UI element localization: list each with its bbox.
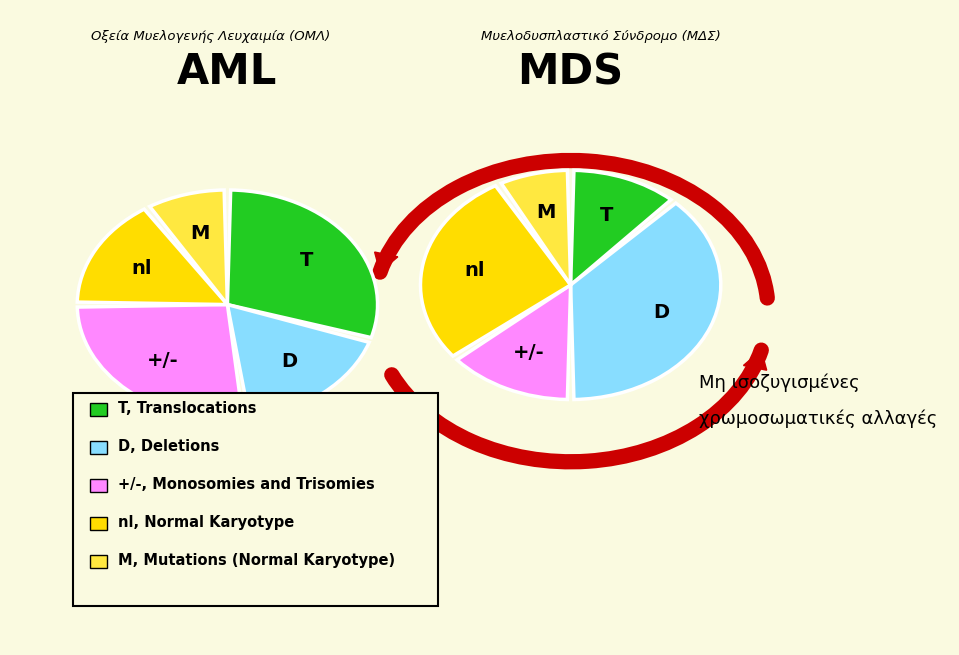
FancyBboxPatch shape [73, 393, 437, 606]
Wedge shape [150, 190, 227, 305]
Text: Οξεία Μυελογενής Λευχαιμία (ΟΜΛ): Οξεία Μυελογενής Λευχαιμία (ΟΜΛ) [90, 29, 330, 43]
Wedge shape [78, 305, 243, 419]
Wedge shape [227, 190, 378, 337]
Text: nl: nl [131, 259, 152, 278]
Wedge shape [227, 305, 369, 418]
Text: +/-: +/- [513, 343, 545, 362]
Bar [90, 555, 107, 568]
Wedge shape [571, 203, 721, 400]
Text: M: M [537, 203, 556, 222]
Wedge shape [457, 285, 571, 400]
Text: T: T [299, 252, 313, 271]
Text: +/-, Monosomies and Trisomies: +/-, Monosomies and Trisomies [118, 477, 375, 492]
Polygon shape [743, 350, 766, 370]
Wedge shape [420, 186, 571, 356]
Text: M, Mutations (Normal Karyotype): M, Mutations (Normal Karyotype) [118, 553, 395, 568]
Wedge shape [78, 209, 227, 305]
Text: +/-: +/- [147, 351, 178, 370]
Text: M: M [191, 223, 210, 242]
Text: nl: nl [464, 261, 485, 280]
Text: D: D [282, 352, 297, 371]
Text: nl, Normal Karyotype: nl, Normal Karyotype [118, 515, 294, 530]
Text: T: T [600, 206, 613, 225]
Wedge shape [571, 170, 671, 285]
Text: MDS: MDS [518, 51, 623, 93]
Bar [90, 479, 107, 492]
Text: D: D [653, 303, 669, 322]
Text: Μυελοδυσπλαστικό Σύνδρομο (ΜΔΣ): Μυελοδυσπλαστικό Σύνδρομο (ΜΔΣ) [480, 29, 720, 43]
Polygon shape [375, 252, 398, 272]
Text: T, Translocations: T, Translocations [118, 401, 257, 416]
Text: AML: AML [177, 51, 277, 93]
Text: Μη ισοζυγισμένες: Μη ισοζυγισμένες [699, 374, 860, 392]
Text: D, Deletions: D, Deletions [118, 439, 220, 454]
Bar [90, 517, 107, 530]
Bar [90, 441, 107, 454]
Text: χρωμοσωματικές αλλαγές: χρωμοσωματικές αλλαγές [699, 410, 938, 428]
Bar [90, 403, 107, 416]
Wedge shape [502, 170, 571, 285]
